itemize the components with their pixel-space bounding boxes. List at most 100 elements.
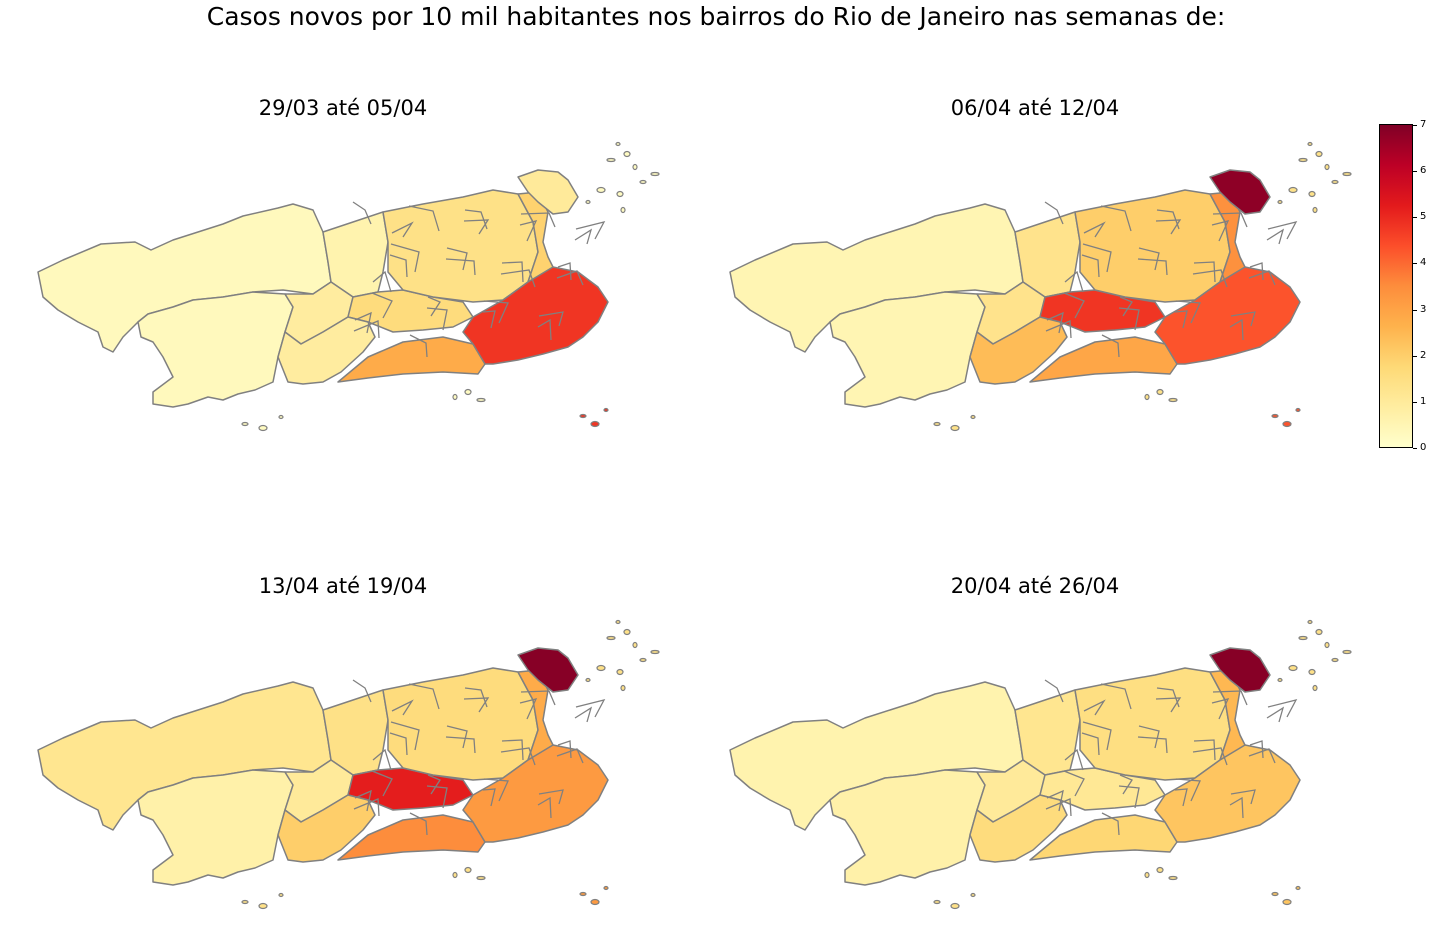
neighborhood-boundary xyxy=(1101,812,1120,836)
neighborhood-boundary xyxy=(390,243,420,273)
neighborhood-boundary xyxy=(1211,220,1230,242)
neighborhood-boundary xyxy=(1267,699,1298,718)
colorbar-tick-label: 4 xyxy=(1420,257,1427,269)
neighborhood-boundary xyxy=(1156,687,1180,708)
neighborhood-recreio xyxy=(277,794,376,863)
neighborhood-boundary xyxy=(464,687,488,708)
island xyxy=(1288,186,1298,194)
neighborhood-boundary xyxy=(445,736,476,754)
island xyxy=(616,190,624,198)
neighborhood-boundary xyxy=(1193,261,1216,283)
neighborhood-boundary xyxy=(1119,296,1133,317)
neighborhood-boundary xyxy=(446,725,468,749)
island xyxy=(579,413,587,419)
neighborhood-boundary xyxy=(1248,270,1276,286)
neighborhood-boundary xyxy=(389,254,408,278)
island xyxy=(616,668,624,676)
neighborhood-boundary xyxy=(1045,320,1072,339)
island xyxy=(950,424,960,432)
neighborhood-boundary xyxy=(1249,262,1264,281)
neighborhood-boundary xyxy=(1267,221,1298,240)
island xyxy=(1277,677,1283,683)
island xyxy=(620,206,626,214)
neighborhood-boundary xyxy=(426,307,448,331)
neighborhood-zona-sul xyxy=(462,266,609,365)
neighborhood-ilha xyxy=(517,647,579,693)
neighborhood-boundary xyxy=(445,258,476,276)
neighborhood-boundary xyxy=(1138,725,1160,749)
colorbar-gradient xyxy=(1379,124,1413,448)
map-panel-week-1: 29/03 até 05/04 xyxy=(23,96,663,436)
island xyxy=(1295,407,1301,413)
neighborhood-norte xyxy=(382,667,539,781)
island xyxy=(590,420,600,428)
island xyxy=(650,649,660,655)
island xyxy=(278,414,284,420)
island xyxy=(933,899,941,905)
neighborhood-boundary xyxy=(1082,721,1112,751)
panel-title: 29/03 até 05/04 xyxy=(258,96,428,120)
island xyxy=(1288,664,1298,672)
neighborhood-boundary xyxy=(1249,740,1264,759)
island xyxy=(1168,875,1178,881)
choropleth-map xyxy=(37,141,660,432)
island xyxy=(639,657,647,663)
neighborhood-boundary xyxy=(1155,697,1182,713)
neighborhood-boundary xyxy=(409,812,428,836)
neighborhood-boundary xyxy=(1229,796,1244,819)
neighborhood-boundary xyxy=(353,798,380,817)
neighborhood-boundary xyxy=(1193,739,1216,761)
neighborhood-recreio xyxy=(969,794,1068,863)
island xyxy=(1315,150,1323,158)
neighborhood-boundary xyxy=(1266,228,1285,245)
neighborhood-boundary xyxy=(371,292,393,319)
neighborhood-zona-sul xyxy=(462,744,609,843)
neighborhood-boundary xyxy=(1230,789,1256,805)
neighborhood-boundary xyxy=(501,261,524,283)
neighborhood-boundary xyxy=(1046,789,1064,812)
island xyxy=(452,393,458,401)
neighborhood-oeste-sul xyxy=(137,769,294,886)
colorbar-tick-label: 0 xyxy=(1420,442,1427,453)
island xyxy=(623,628,631,636)
island xyxy=(1295,885,1301,891)
neighborhood-boundary xyxy=(520,690,556,706)
neighborhood-boundary xyxy=(1230,311,1256,327)
neighborhood-boundary xyxy=(575,221,606,240)
island xyxy=(615,619,621,625)
neighborhood-oeste-sul xyxy=(829,769,986,886)
island xyxy=(933,421,941,427)
island xyxy=(603,407,609,413)
island xyxy=(1331,179,1339,185)
island xyxy=(464,388,472,396)
island xyxy=(1271,891,1279,897)
island xyxy=(278,892,284,898)
neighborhood-boundary xyxy=(1118,785,1140,809)
neighborhood-boundary xyxy=(557,740,572,759)
choropleth-map xyxy=(37,619,660,910)
neighborhood-boundary xyxy=(464,209,488,230)
neighborhood-boundary xyxy=(1044,679,1064,703)
figure-title: Casos novos por 10 mil habitantes nos ba… xyxy=(206,2,1226,31)
neighborhood-boundary xyxy=(1101,334,1120,358)
neighborhood-boundary xyxy=(1083,699,1106,716)
neighborhood-boundary xyxy=(391,699,414,716)
island xyxy=(1315,628,1323,636)
island xyxy=(476,397,486,403)
neighborhood-boundary xyxy=(501,739,524,761)
island xyxy=(585,677,591,683)
island xyxy=(596,186,606,194)
island xyxy=(1144,871,1150,879)
map-panel-week-4: 20/04 até 26/04 xyxy=(715,574,1355,914)
neighborhood-boundary xyxy=(1155,219,1182,235)
island xyxy=(1271,413,1279,419)
neighborhood-boundary xyxy=(409,334,428,358)
neighborhood-boundary xyxy=(463,697,490,713)
neighborhood-boundary xyxy=(463,219,490,235)
colorbar-tick-label: 6 xyxy=(1420,165,1427,177)
island xyxy=(606,635,616,641)
neighborhood-boundary xyxy=(1174,310,1188,329)
island xyxy=(1298,157,1308,163)
neighborhood-boundary xyxy=(1100,683,1132,710)
neighborhood-boundary xyxy=(1192,747,1228,766)
